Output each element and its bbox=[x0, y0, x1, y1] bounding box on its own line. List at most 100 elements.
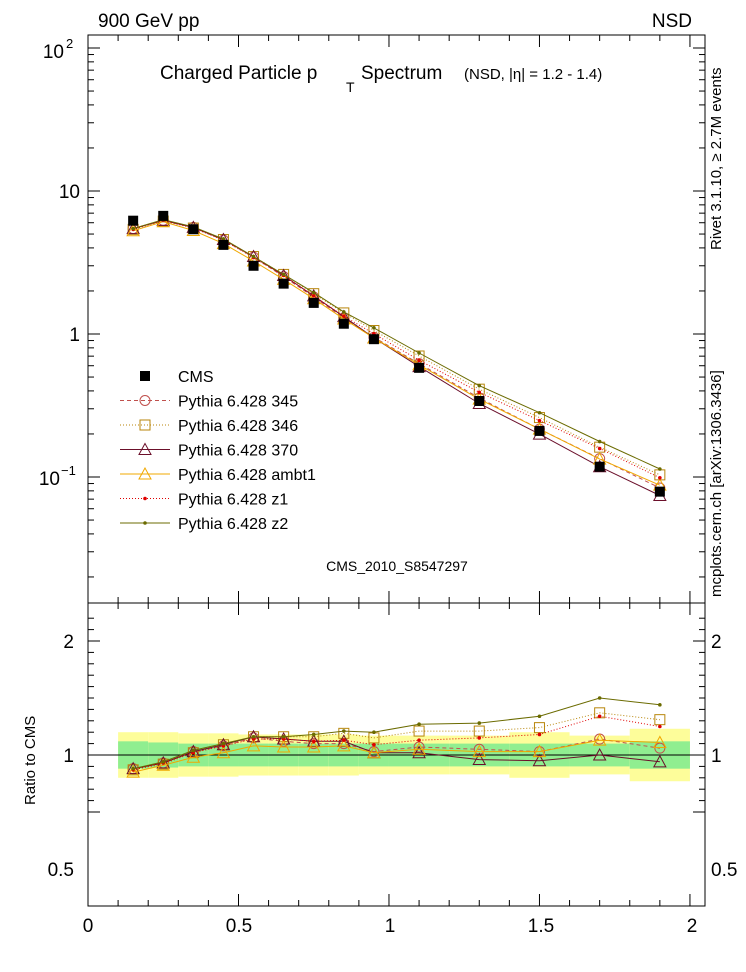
watermark: CMS_2010_S8547297 bbox=[326, 558, 468, 574]
data-point bbox=[653, 754, 667, 768]
data-point bbox=[368, 334, 379, 345]
data-point bbox=[472, 744, 487, 758]
data-point bbox=[311, 739, 316, 744]
data-point bbox=[188, 224, 199, 235]
data-point bbox=[251, 254, 256, 259]
data-point bbox=[139, 419, 151, 431]
data-point bbox=[246, 738, 261, 752]
chart-title: Charged Particle p T Spectrum (NSD, |η| … bbox=[160, 63, 602, 95]
data-point bbox=[597, 439, 602, 444]
ratio-series-pythia-6-428-z2 bbox=[131, 696, 662, 771]
ytick-label-100-base: 10 bbox=[43, 42, 64, 63]
legend-item: Pythia 6.428 345 bbox=[120, 394, 298, 411]
ratio-series-line bbox=[132, 697, 660, 770]
data-point bbox=[158, 210, 169, 221]
series-pythia-6-428-z1 bbox=[131, 218, 662, 480]
data-point bbox=[251, 734, 256, 739]
data-point bbox=[311, 290, 316, 295]
data-point bbox=[161, 760, 166, 764]
data-point bbox=[658, 724, 662, 729]
data-point bbox=[338, 318, 349, 329]
data-point bbox=[186, 750, 201, 763]
legend-label: CMS bbox=[178, 369, 214, 386]
data-point bbox=[597, 714, 602, 719]
data-point bbox=[417, 722, 421, 727]
legend-label: Pythia 6.428 346 bbox=[178, 418, 298, 435]
legend: CMS Pythia 6.428 345 Pythia 6.428 346 Pythi… bbox=[120, 369, 316, 533]
ratio-series-line bbox=[132, 739, 660, 773]
ratio-tick-label-2-right: 2 bbox=[711, 632, 722, 653]
header-left: 900 GeV pp bbox=[98, 11, 199, 32]
ratio-series-layer bbox=[126, 696, 667, 778]
data-point bbox=[534, 425, 545, 436]
data-point bbox=[140, 371, 150, 381]
ratio-tick-label-1: 1 bbox=[63, 746, 74, 767]
data-point bbox=[246, 729, 261, 743]
data-point bbox=[143, 496, 147, 501]
header-right: NSD bbox=[652, 11, 692, 32]
data-point bbox=[597, 696, 602, 700]
legend-label: Pythia 6.428 z1 bbox=[178, 492, 288, 509]
data-point bbox=[311, 732, 316, 737]
data-point bbox=[372, 326, 376, 330]
data-point bbox=[654, 714, 666, 726]
data-point bbox=[658, 703, 662, 707]
data-point bbox=[342, 729, 346, 733]
data-point bbox=[308, 297, 319, 308]
data-point bbox=[221, 741, 226, 746]
series-line bbox=[132, 219, 661, 489]
data-point bbox=[592, 747, 607, 761]
title-subscript: T bbox=[346, 79, 355, 95]
data-point bbox=[191, 748, 196, 753]
series-line bbox=[132, 219, 661, 479]
ratio-tick-label-05-right: 0.5 bbox=[711, 860, 737, 881]
data-point bbox=[537, 418, 542, 423]
data-point bbox=[278, 278, 289, 289]
legend-item: CMS bbox=[140, 369, 214, 386]
data-point bbox=[281, 734, 286, 739]
data-point bbox=[533, 722, 545, 734]
data-point bbox=[143, 521, 147, 525]
data-point bbox=[216, 745, 231, 759]
data-point bbox=[653, 735, 667, 748]
legend-item: Pythia 6.428 ambt1 bbox=[120, 466, 316, 484]
ratio-ylabel: Ratio to CMS bbox=[22, 716, 39, 805]
data-point bbox=[658, 467, 662, 471]
data-point bbox=[477, 721, 482, 725]
data-point bbox=[139, 395, 151, 406]
data-point bbox=[372, 742, 376, 747]
legend-label: Pythia 6.428 ambt1 bbox=[178, 467, 316, 484]
data-point bbox=[338, 727, 350, 739]
data-point bbox=[537, 410, 542, 415]
data-point bbox=[472, 752, 487, 766]
data-point bbox=[276, 731, 291, 745]
title-main-2: Spectrum bbox=[361, 63, 442, 84]
data-point bbox=[138, 442, 152, 455]
side-label-bottom: mcplots.cern.ch [arXiv:1306.3436] bbox=[708, 370, 725, 597]
data-point bbox=[413, 725, 425, 737]
data-point bbox=[248, 260, 259, 271]
series-cms bbox=[128, 210, 665, 497]
data-point bbox=[306, 734, 321, 747]
data-point bbox=[474, 395, 485, 406]
data-point bbox=[417, 351, 421, 355]
data-point bbox=[221, 237, 226, 241]
data-point bbox=[126, 223, 140, 237]
ratio-tick-label-05: 0.5 bbox=[48, 860, 74, 881]
data-point bbox=[342, 310, 346, 314]
data-point bbox=[128, 215, 139, 226]
main-series-layer bbox=[126, 210, 667, 501]
side-label-top: Rivet 3.1.10, ≥ 2.7M events bbox=[708, 68, 725, 251]
data-point bbox=[417, 358, 421, 363]
data-point bbox=[654, 742, 666, 754]
data-point bbox=[342, 738, 346, 742]
legend-label: Pythia 6.428 370 bbox=[178, 443, 298, 460]
data-point bbox=[342, 314, 346, 318]
legend-item: Pythia 6.428 z1 bbox=[120, 492, 288, 509]
legend-item: Pythia 6.428 370 bbox=[120, 442, 298, 460]
data-point bbox=[594, 461, 605, 472]
data-point bbox=[372, 730, 376, 734]
data-point bbox=[417, 738, 421, 742]
series-pythia-6-428-346 bbox=[127, 215, 666, 481]
data-point bbox=[537, 732, 542, 737]
